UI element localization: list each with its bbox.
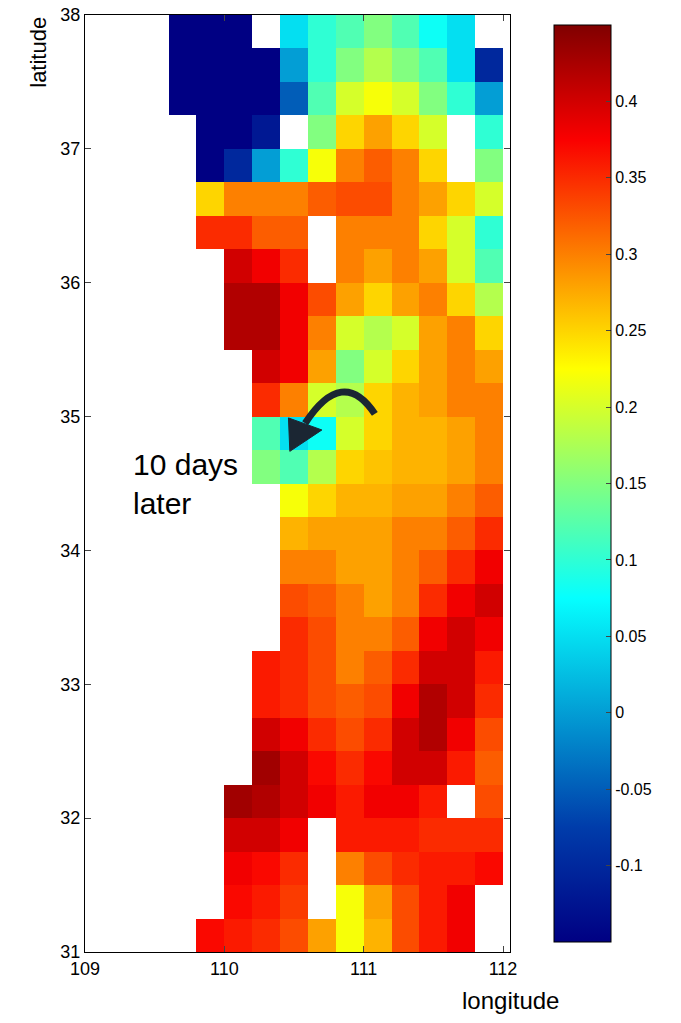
svg-text:0.25: 0.25	[615, 322, 646, 339]
svg-text:0.4: 0.4	[615, 93, 637, 110]
svg-text:109: 109	[70, 959, 100, 979]
svg-text:110: 110	[210, 959, 239, 979]
svg-text:0.35: 0.35	[615, 169, 646, 186]
svg-text:111: 111	[350, 959, 377, 979]
svg-text:longitude: longitude	[462, 987, 559, 1014]
svg-text:0.3: 0.3	[615, 246, 637, 263]
svg-text:36: 36	[60, 273, 80, 293]
svg-text:35: 35	[60, 407, 80, 427]
svg-text:37: 37	[60, 139, 80, 159]
svg-text:34: 34	[60, 541, 80, 561]
svg-text:0: 0	[615, 704, 624, 721]
svg-text:38: 38	[60, 5, 80, 25]
svg-text:0.05: 0.05	[615, 628, 646, 645]
svg-text:-0.05: -0.05	[615, 781, 652, 798]
svg-text:32: 32	[60, 808, 80, 828]
svg-text:33: 33	[60, 675, 80, 695]
svg-text:latitude: latitude	[26, 17, 51, 88]
svg-text:-0.1: -0.1	[615, 857, 643, 874]
svg-text:112: 112	[489, 959, 518, 979]
svg-text:0.15: 0.15	[615, 475, 646, 492]
svg-text:0.2: 0.2	[615, 399, 637, 416]
svg-text:31: 31	[60, 942, 80, 962]
svg-text:10 dayslater: 10 dayslater	[133, 448, 238, 520]
svg-text:0.1: 0.1	[615, 552, 637, 569]
